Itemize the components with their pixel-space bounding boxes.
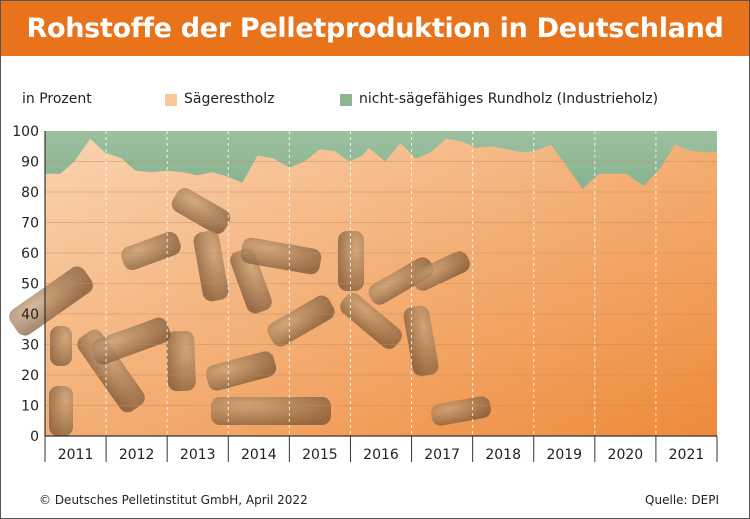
pellet-photo-18: [412, 251, 470, 291]
pellet-photo-15: [91, 317, 171, 365]
x-tick-label: 2020: [608, 447, 644, 463]
pellet-photo-9: [338, 231, 364, 291]
y-tick-label: 30: [21, 338, 39, 354]
pellet-photo-6: [230, 248, 272, 314]
x-tick-label: 2021: [669, 447, 705, 463]
y-tick-label: 60: [21, 246, 39, 262]
x-tick-label: 2011: [58, 447, 94, 463]
legend-swatch-industrieholz: [340, 94, 352, 106]
y-tick-label: 0: [30, 429, 39, 445]
y-tick-label: 100: [12, 124, 39, 140]
page-title: Rohstoffe der Pelletproduktion in Deutsc…: [1, 1, 749, 56]
copyright: © Deutsches Pelletinstitut GmbH, April 2…: [39, 493, 308, 507]
pellet-photo-11: [368, 257, 434, 305]
pellet-photo-14: [49, 386, 73, 436]
x-tick-label: 2015: [302, 447, 338, 463]
y-tick-label: 50: [21, 277, 39, 293]
y-tick-label: 90: [21, 155, 39, 171]
y-axis-label: in Prozent: [22, 91, 92, 107]
pellet-photo-7: [240, 237, 322, 275]
pellet-photo-1: [50, 326, 72, 366]
pellet-photo-13: [211, 397, 331, 425]
pellet-photo-16: [121, 231, 181, 271]
legend-swatch-saegerestholz: [165, 94, 177, 106]
y-tick-label: 20: [21, 368, 39, 384]
x-tick-label: 2019: [546, 447, 582, 463]
legend-label-industrieholz: nicht-sägefähiges Rundholz (Industriehol…: [359, 91, 659, 107]
pellet-photo-19: [430, 396, 492, 426]
y-tick-label: 40: [21, 307, 39, 323]
pellet-photo-3: [166, 330, 196, 392]
x-tick-label: 2012: [119, 447, 155, 463]
x-tick-label: 2016: [363, 447, 399, 463]
legend-label-saegerestholz: Sägerestholz: [184, 91, 275, 107]
y-tick-label: 10: [21, 399, 39, 415]
pellet-photo-8: [267, 295, 335, 347]
x-tick-label: 2018: [485, 447, 521, 463]
source: Quelle: DEPI: [645, 493, 719, 507]
y-tick-label: 80: [21, 185, 39, 201]
y-tick-label: 70: [21, 216, 39, 232]
pellet-photo-12: [403, 305, 439, 377]
pellet-photo-17: [205, 351, 277, 391]
x-tick-label: 2017: [424, 447, 460, 463]
x-tick-label: 2014: [241, 447, 277, 463]
x-tick-label: 2013: [180, 447, 216, 463]
pellet-photo-10: [340, 292, 402, 350]
